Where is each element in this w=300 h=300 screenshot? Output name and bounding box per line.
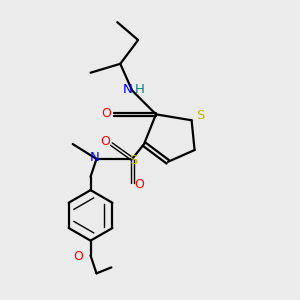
Text: O: O bbox=[135, 178, 145, 191]
Text: S: S bbox=[196, 109, 205, 122]
Text: H: H bbox=[135, 82, 145, 96]
Text: O: O bbox=[101, 107, 111, 120]
Text: O: O bbox=[73, 250, 83, 263]
Text: N: N bbox=[123, 82, 133, 96]
Text: S: S bbox=[130, 154, 138, 167]
Text: O: O bbox=[100, 135, 110, 148]
Text: N: N bbox=[90, 151, 100, 164]
